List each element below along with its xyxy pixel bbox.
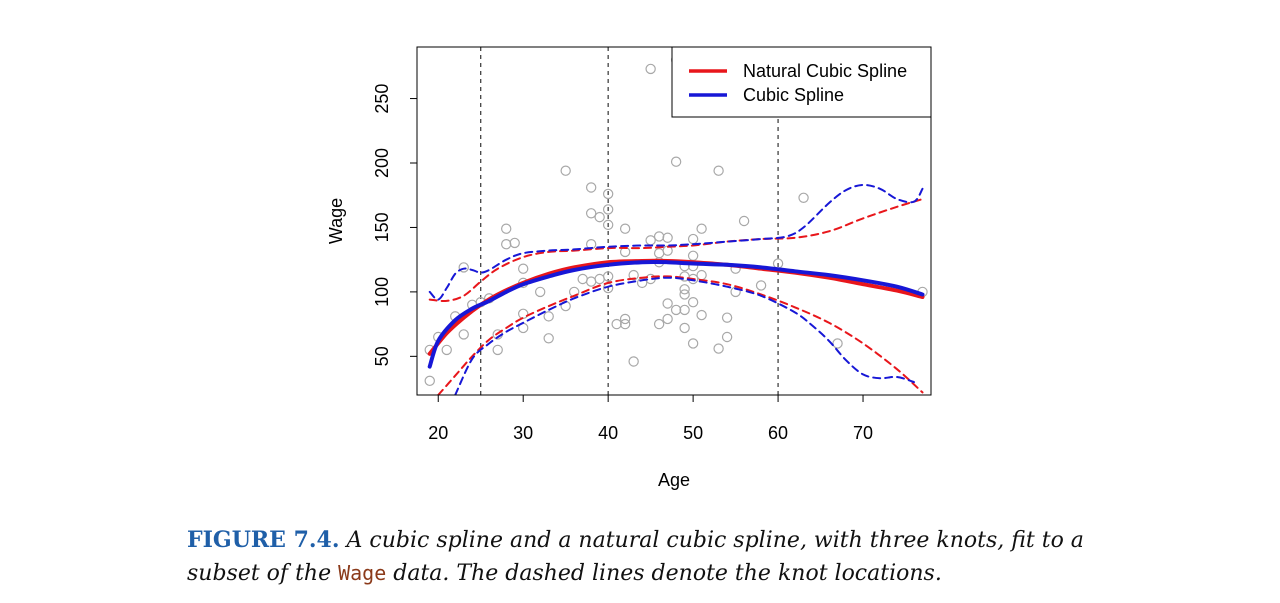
spline-curves: [427, 183, 925, 395]
x-tick-label: 50: [683, 423, 703, 443]
data-point: [577, 273, 588, 285]
data-point: [517, 308, 529, 319]
x-axis-label: Age: [658, 470, 690, 490]
data-point: [534, 286, 546, 298]
data-point: [602, 271, 614, 282]
y-tick-label: 200: [372, 148, 392, 178]
data-point: [713, 165, 724, 176]
data-point: [585, 276, 597, 287]
data-point: [619, 223, 631, 234]
y-axis-label: Wage: [326, 198, 346, 244]
data-point: [653, 318, 665, 330]
data-point: [687, 233, 699, 245]
data-point: [645, 63, 656, 75]
x-tick-label: 30: [513, 423, 533, 443]
data-point: [653, 248, 665, 259]
natural-cubic-spline-fit-curve: [427, 258, 925, 356]
data-point: [687, 250, 699, 261]
cubic-spline-fit-curve: [427, 259, 925, 369]
data-point: [585, 208, 597, 219]
natural-cubic-spline-ci-curve: [437, 275, 924, 395]
data-point: [662, 313, 673, 325]
x-tick-label: 60: [768, 423, 788, 443]
legend: Natural Cubic Spline Cubic Spline: [671, 46, 932, 118]
data-point: [679, 284, 690, 295]
data-point: [670, 156, 682, 167]
data-point: [628, 269, 639, 281]
data-point: [679, 289, 690, 300]
x-tick-label: 40: [598, 423, 618, 443]
data-point: [585, 182, 597, 193]
data-point: [755, 280, 767, 291]
data-point: [602, 219, 614, 231]
y-tick-label: 150: [372, 212, 392, 242]
x-axis: 20 30 40 50 60 70: [428, 394, 873, 443]
data-point: [501, 238, 512, 250]
legend-label-cubic-spline: Cubic Spline: [743, 85, 844, 105]
data-point: [501, 223, 512, 234]
figure-caption: FIGURE 7.4. A cubic spline and a natural…: [187, 524, 1147, 590]
caption-code: Wage: [338, 561, 387, 585]
data-point: [441, 344, 452, 356]
data-point: [458, 329, 469, 340]
data-point: [560, 165, 571, 176]
cubic-spline-ci-curve: [454, 276, 915, 395]
data-point: [662, 232, 673, 243]
legend-label-natural-cubic-spline: Natural Cubic Spline: [743, 61, 907, 81]
figure-label: FIGURE 7.4.: [187, 527, 340, 553]
data-point: [424, 375, 435, 387]
data-point: [662, 298, 673, 309]
data-point: [670, 304, 682, 316]
data-point: [619, 313, 631, 325]
data-point: [696, 223, 707, 234]
data-point: [611, 318, 622, 330]
data-point: [492, 344, 503, 356]
data-point: [628, 356, 639, 367]
data-point: [619, 318, 631, 330]
data-point: [653, 231, 665, 242]
data-point: [687, 297, 699, 308]
y-axis: 50 100 150 200 250: [372, 84, 418, 366]
data-point: [517, 263, 529, 274]
data-point: [832, 338, 843, 349]
x-tick-label: 70: [853, 423, 873, 443]
y-tick-label: 100: [372, 277, 392, 307]
data-point: [594, 273, 605, 285]
data-point: [696, 309, 707, 321]
legend-box: [671, 46, 932, 118]
data-point: [679, 322, 690, 334]
data-point: [543, 311, 554, 322]
y-tick-label: 250: [372, 84, 392, 114]
data-point: [721, 312, 733, 323]
data-point: [713, 343, 724, 354]
data-point: [738, 215, 750, 227]
cubic-spline-ci-curve: [428, 183, 924, 301]
caption-text-after: data. The dashed lines denote the knot l…: [386, 561, 942, 586]
data-point: [687, 338, 699, 349]
data-point: [543, 333, 554, 344]
data-point: [602, 204, 614, 215]
data-point: [721, 331, 733, 343]
data-point: [458, 262, 469, 273]
data-point: [509, 237, 520, 249]
chart: 20 30 40 50 60 70 50 100 150 200 250 Age Wage Nat…: [326, 46, 932, 490]
data-point: [696, 269, 707, 281]
x-tick-label: 20: [428, 423, 448, 443]
data-point: [798, 192, 809, 203]
data-point: [645, 235, 656, 246]
data-point: [602, 188, 614, 200]
data-point: [594, 211, 605, 223]
y-tick-label: 50: [372, 346, 392, 366]
natural-cubic-spline-ci-curve: [428, 198, 924, 303]
data-point: [679, 304, 690, 316]
caption-text-before: A cubic spline and a natural cubic splin…: [187, 528, 1084, 586]
